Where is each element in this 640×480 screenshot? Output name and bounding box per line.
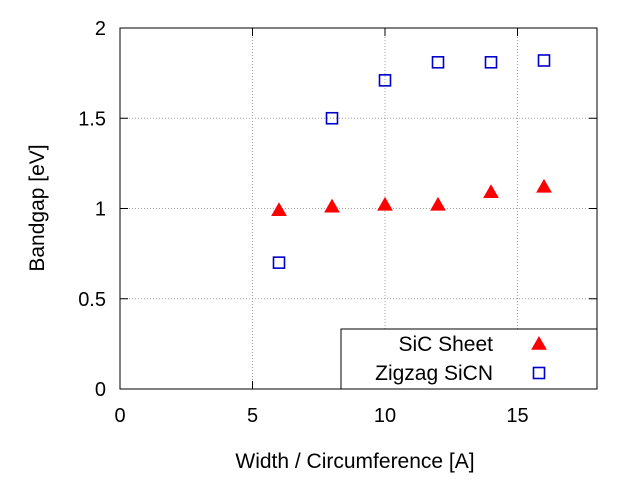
tick-labels: 0 5 10 15 0 0.5 1 1.5 2 <box>78 18 528 427</box>
legend-marker <box>532 366 546 380</box>
x-axis-label: Width / Circumference [A] <box>235 450 474 473</box>
zigzag-sicn-point <box>272 256 286 269</box>
sic-sheet-point <box>271 202 287 217</box>
legend-box <box>340 328 598 390</box>
zigzag-sicn-point <box>378 74 392 87</box>
legend-marker <box>531 335 547 350</box>
zigzag-sicn-point <box>431 55 445 69</box>
sic-sheet-point <box>377 196 393 211</box>
sic-sheet-point <box>536 178 552 193</box>
zigzag-sicn-point <box>537 54 551 67</box>
y-tick-label: 0 <box>95 379 106 401</box>
y-tick-label: 0.5 <box>78 289 106 311</box>
legend-label: SiC Sheet <box>398 333 493 356</box>
legend: SiC Sheet Zigzag SiCN <box>340 328 598 390</box>
sic-sheet-point <box>324 198 340 213</box>
sic-sheet-point <box>483 184 499 199</box>
data-markers <box>271 54 552 269</box>
zigzag-sicn-point <box>325 111 339 125</box>
y-tick-label: 2 <box>95 18 106 40</box>
zigzag-sicn-point <box>484 55 498 69</box>
y-tick-label: 1.5 <box>78 108 106 130</box>
sic-sheet-point <box>430 196 446 211</box>
y-axis-label: Bandgap [eV] <box>26 144 49 271</box>
y-tick-label: 1 <box>95 199 106 221</box>
x-tick-label: 10 <box>374 405 396 427</box>
legend-label: Zigzag SiCN <box>375 362 493 385</box>
x-tick-label: 5 <box>247 405 258 427</box>
x-tick-label: 15 <box>506 405 528 427</box>
x-tick-label: 0 <box>114 405 125 427</box>
